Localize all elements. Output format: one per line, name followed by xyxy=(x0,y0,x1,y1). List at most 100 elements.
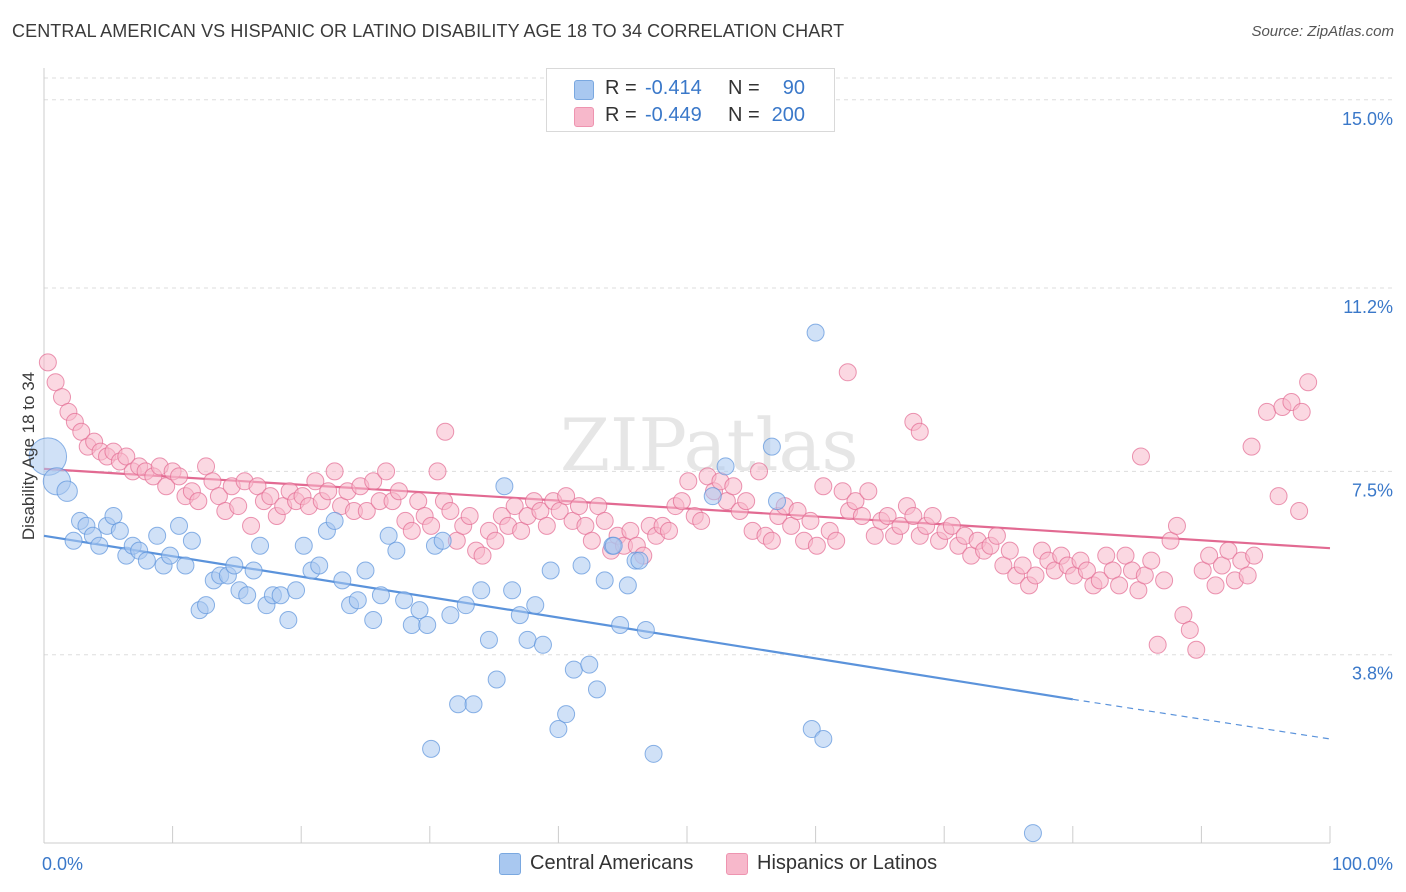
data-point xyxy=(644,744,663,763)
data-points xyxy=(28,323,1318,843)
data-point xyxy=(604,536,623,555)
data-point xyxy=(182,531,201,550)
data-point xyxy=(768,492,787,511)
data-point xyxy=(229,497,248,516)
data-point xyxy=(782,516,801,535)
data-point xyxy=(692,511,711,530)
legend-r-value: -0.449 xyxy=(645,104,702,126)
data-point xyxy=(510,606,529,625)
data-point xyxy=(1238,566,1257,585)
data-point xyxy=(589,497,608,516)
data-point xyxy=(1026,566,1045,585)
data-point xyxy=(356,561,375,580)
data-point xyxy=(636,620,655,639)
data-point xyxy=(994,556,1013,575)
data-point xyxy=(987,526,1006,545)
legend-label: Central Americans xyxy=(530,852,694,874)
data-point xyxy=(176,556,195,575)
data-point xyxy=(846,492,865,511)
data-point xyxy=(580,655,599,674)
legend-n-label: N = xyxy=(728,77,760,99)
data-point xyxy=(464,695,483,714)
legend-swatch-blue xyxy=(574,80,594,100)
data-point xyxy=(203,472,222,491)
data-point xyxy=(503,581,522,600)
data-point xyxy=(802,720,821,739)
data-point xyxy=(1174,606,1193,625)
data-point xyxy=(564,660,583,679)
data-point xyxy=(418,615,437,634)
trend-line-central-americans xyxy=(43,534,1073,701)
data-point xyxy=(402,615,421,634)
data-point xyxy=(189,492,208,511)
data-point xyxy=(1110,576,1129,595)
data-point xyxy=(512,521,531,540)
bottom-legend: Central Americans Hispanics or Latinos xyxy=(0,852,1406,878)
data-point xyxy=(541,561,560,580)
data-point xyxy=(891,516,910,535)
legend-swatch-pink xyxy=(574,107,594,127)
data-point xyxy=(611,615,630,634)
data-point xyxy=(724,477,743,496)
data-point xyxy=(306,472,325,491)
data-point xyxy=(1161,531,1180,550)
data-point xyxy=(271,586,290,605)
data-point xyxy=(1167,516,1186,535)
data-point xyxy=(1142,551,1161,570)
data-point xyxy=(310,556,329,575)
data-point xyxy=(449,695,468,714)
data-point xyxy=(703,487,722,506)
data-point xyxy=(460,506,479,525)
y-tick-label: 15.0% xyxy=(1342,109,1393,129)
data-point xyxy=(1013,556,1032,575)
data-point xyxy=(1187,640,1206,659)
data-point xyxy=(1000,541,1019,560)
data-point xyxy=(1257,402,1276,421)
data-point xyxy=(1219,541,1238,560)
data-point xyxy=(518,630,537,649)
data-point xyxy=(1090,571,1109,590)
legend-row-hispanics: R = -0.449 N = 200 xyxy=(547,102,834,130)
data-point xyxy=(557,487,576,506)
data-point xyxy=(137,551,156,570)
data-point xyxy=(364,472,383,491)
data-point xyxy=(479,630,498,649)
data-point xyxy=(750,462,769,481)
data-point xyxy=(348,591,367,610)
data-point xyxy=(72,422,91,441)
data-point xyxy=(117,447,136,466)
data-point xyxy=(1245,546,1264,565)
data-point xyxy=(1292,402,1311,421)
data-point xyxy=(630,551,649,570)
data-point xyxy=(287,581,306,600)
data-point xyxy=(505,497,524,516)
data-point xyxy=(157,477,176,496)
data-point xyxy=(878,506,897,525)
data-point xyxy=(557,705,576,724)
data-point xyxy=(788,502,807,521)
data-point xyxy=(170,516,189,535)
legend-r-value: -0.414 xyxy=(645,77,702,99)
data-point xyxy=(1299,373,1318,392)
data-point xyxy=(225,556,244,575)
data-point xyxy=(441,502,460,521)
data-point xyxy=(46,373,65,392)
data-point xyxy=(197,596,216,615)
legend-swatch-pink xyxy=(726,853,748,875)
data-point xyxy=(38,353,57,372)
data-point xyxy=(550,502,569,521)
data-point xyxy=(814,729,833,748)
data-point xyxy=(395,591,414,610)
y-tick-label: 3.8% xyxy=(1352,664,1393,684)
data-point xyxy=(807,536,826,555)
data-point xyxy=(621,521,640,540)
data-point xyxy=(1097,546,1116,565)
legend-r-label: R = xyxy=(605,104,637,126)
data-point xyxy=(531,502,550,521)
data-point xyxy=(161,546,180,565)
data-point xyxy=(576,516,595,535)
data-point xyxy=(582,531,601,550)
legend-r-label: R = xyxy=(605,77,637,99)
data-point xyxy=(1129,581,1148,600)
chart-title: CENTRAL AMERICAN VS HISPANIC OR LATINO D… xyxy=(12,21,845,41)
